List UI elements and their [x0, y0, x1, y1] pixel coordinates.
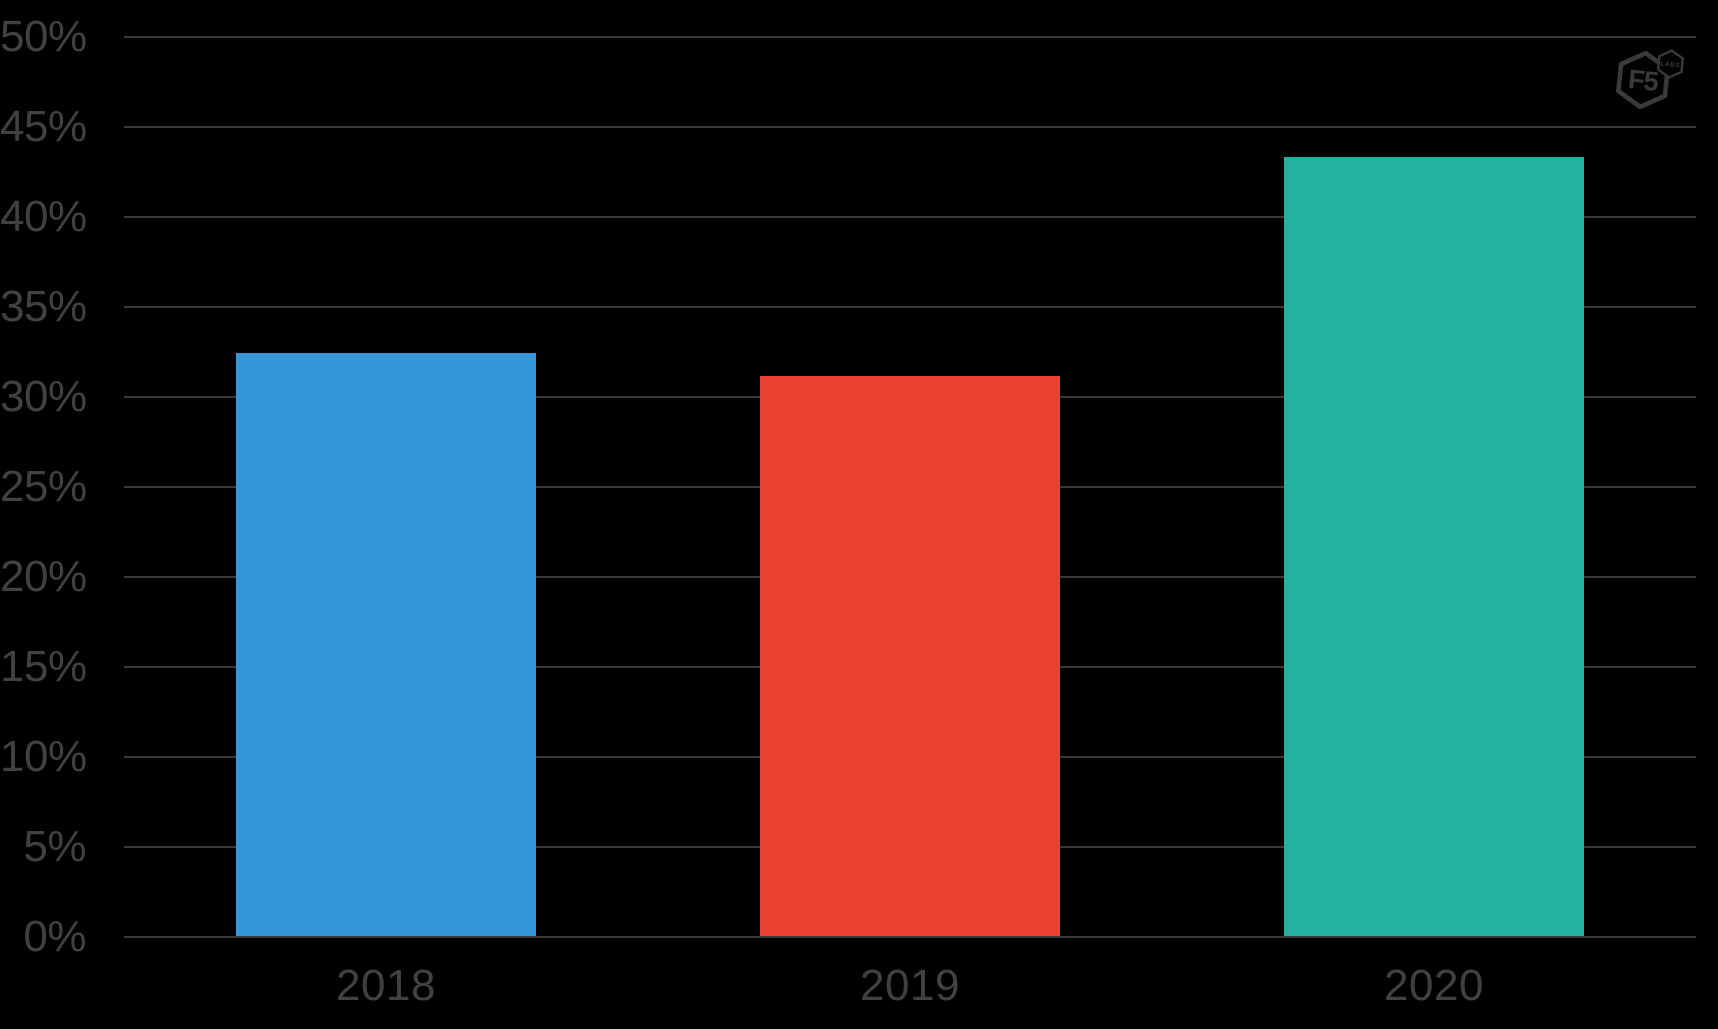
- bar-2018: [236, 352, 536, 936]
- y-tick-label-10: 10%: [0, 732, 87, 781]
- x-tick-label-2018: 2018: [336, 961, 436, 1010]
- gridline-40: [124, 216, 1696, 218]
- y-tick-label-40: 40%: [0, 192, 87, 241]
- gridline-50: [124, 36, 1696, 38]
- x-tick-label-2019: 2019: [860, 961, 960, 1010]
- labs-logo-text: LABS: [1660, 60, 1681, 69]
- gridline-35: [124, 306, 1696, 308]
- f5-logo-text: F5: [1627, 64, 1660, 97]
- y-tick-label-5: 5%: [23, 822, 86, 871]
- y-tick-label-30: 30%: [0, 372, 87, 421]
- gridline-45: [124, 126, 1696, 128]
- y-tick-label-35: 35%: [0, 282, 87, 331]
- y-tick-label-20: 20%: [0, 552, 87, 601]
- bar-2020: [1284, 156, 1584, 936]
- bar-2019: [760, 376, 1060, 936]
- x-axis-line: [124, 936, 1696, 938]
- labs-hexagon-outline: [1656, 49, 1685, 79]
- y-tick-label-25: 25%: [0, 462, 87, 511]
- y-tick-label-15: 15%: [0, 642, 87, 691]
- y-tick-label-45: 45%: [0, 102, 87, 151]
- x-tick-label-2020: 2020: [1384, 961, 1484, 1010]
- f5-labs-logo-icon: F5 LABS: [1616, 49, 1685, 110]
- y-tick-label-0: 0%: [23, 912, 86, 961]
- y-tick-label-50: 50%: [0, 12, 87, 61]
